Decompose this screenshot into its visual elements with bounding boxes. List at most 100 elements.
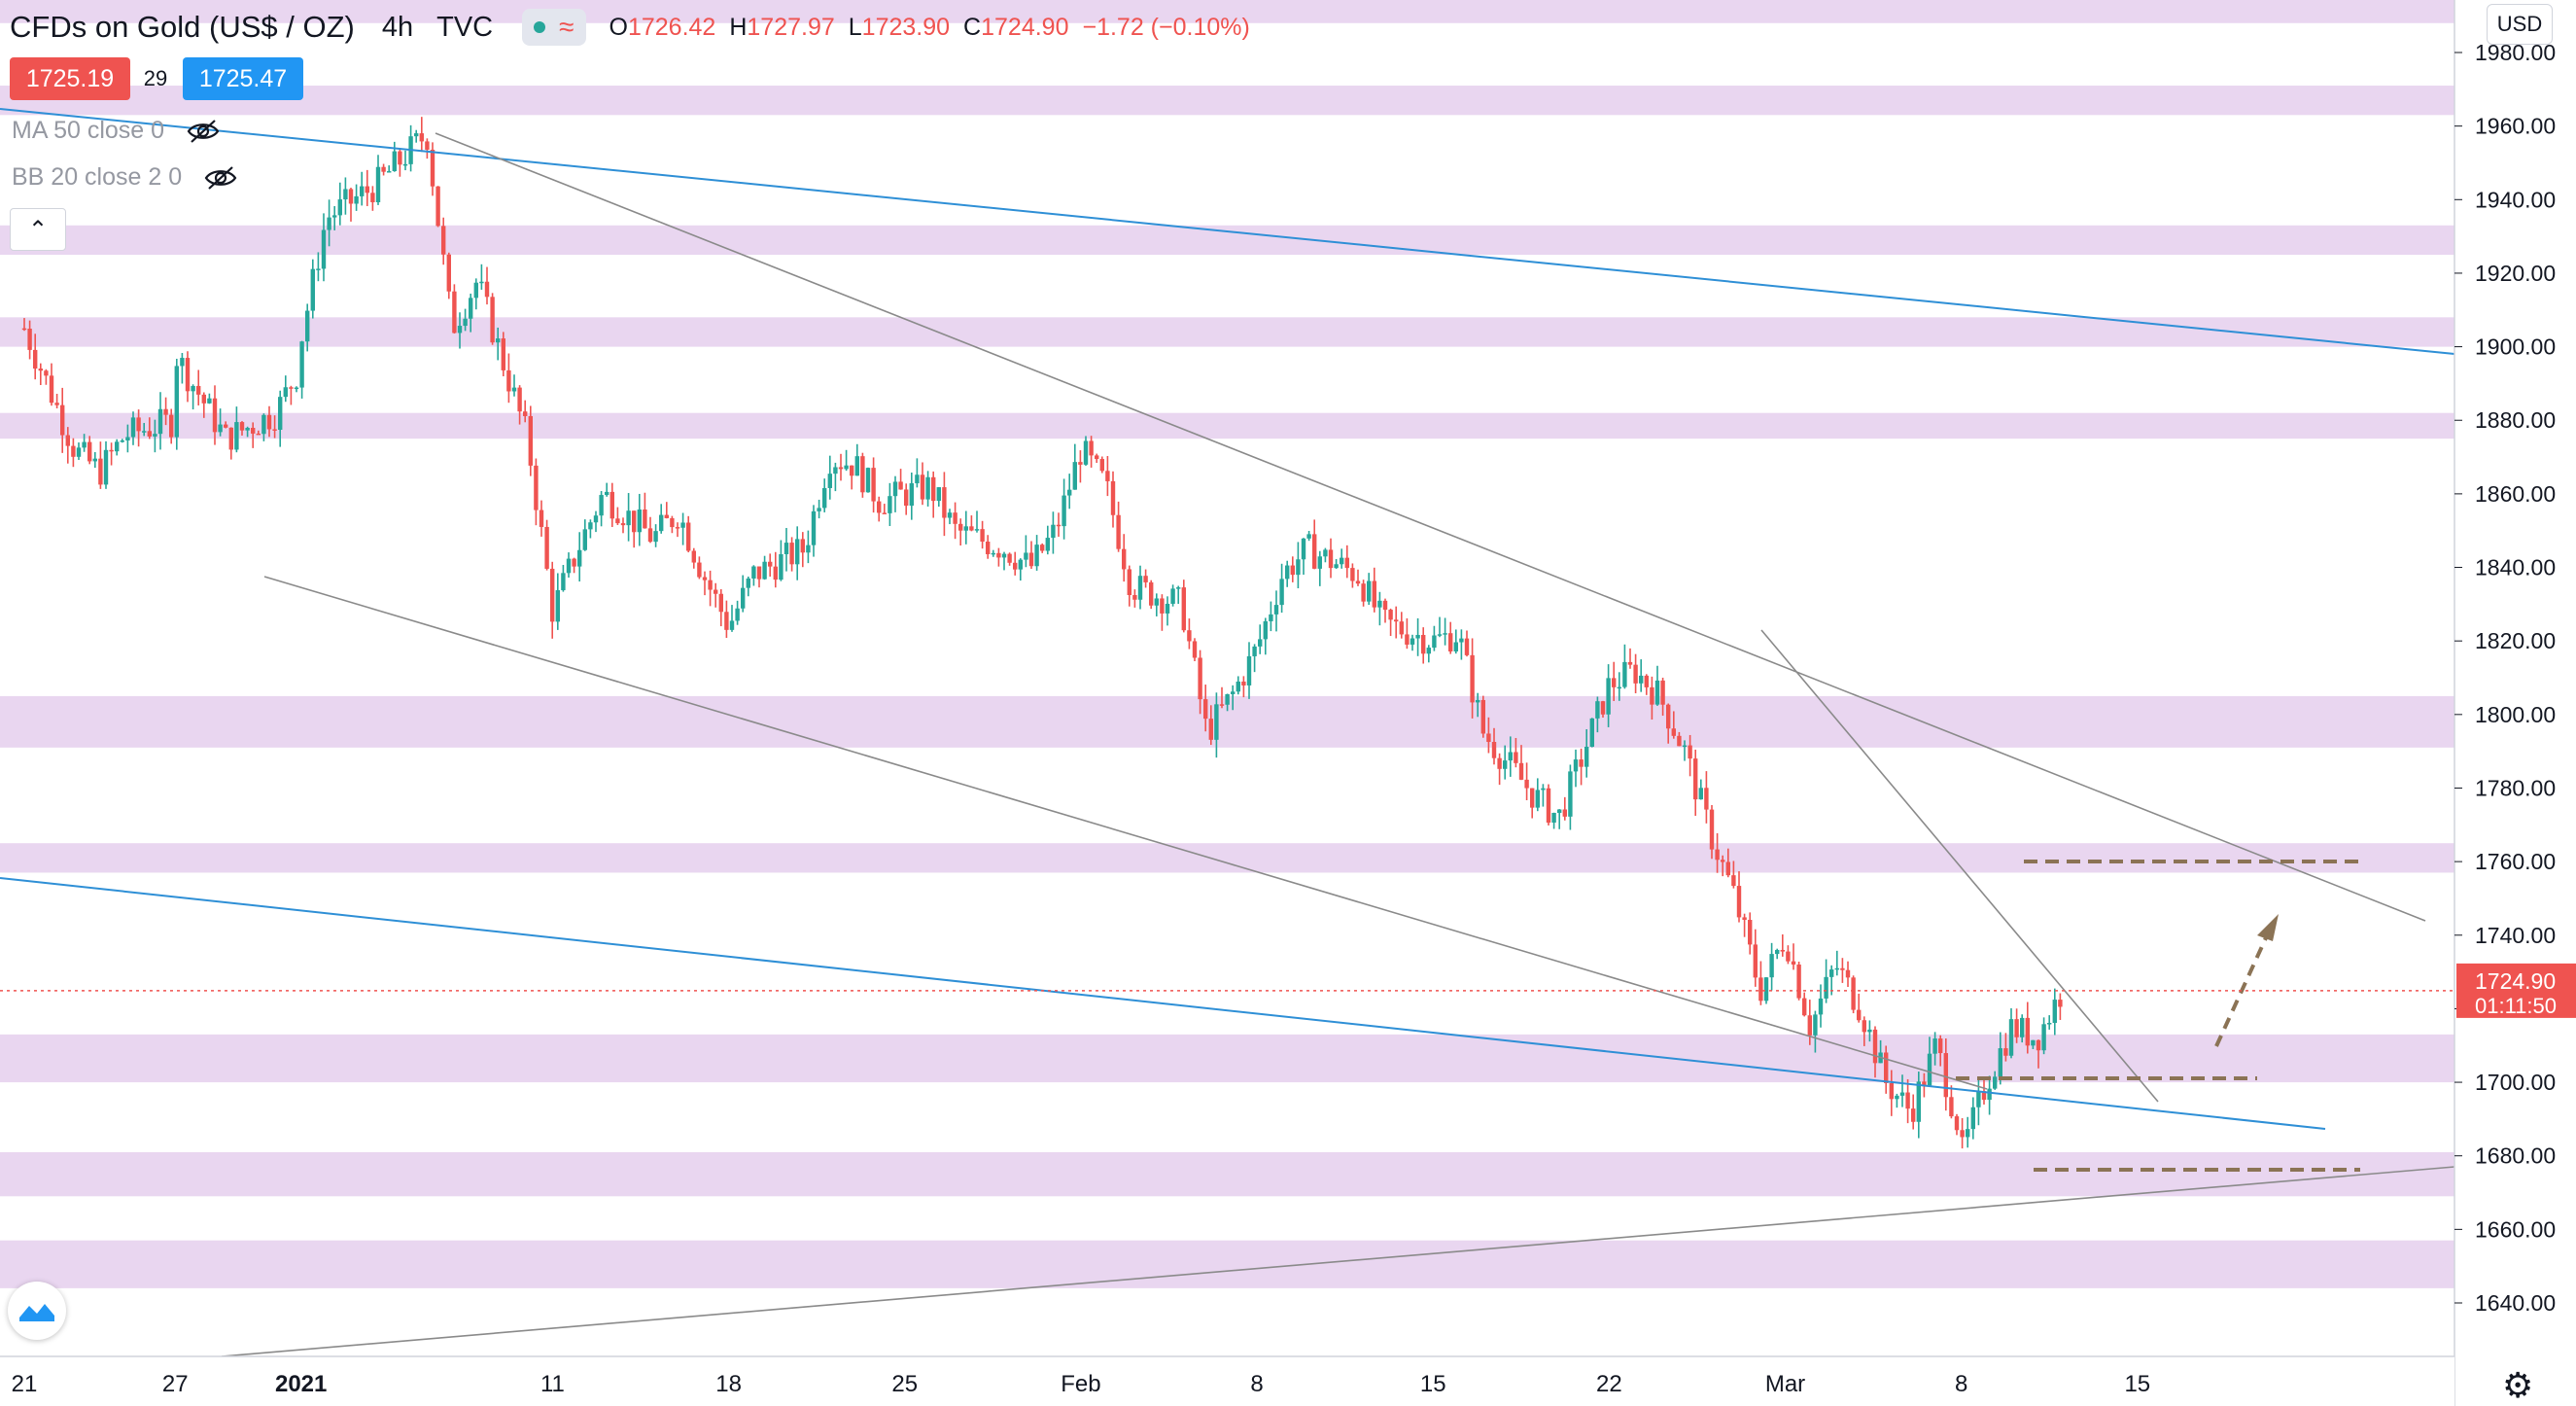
candle-body bbox=[1775, 949, 1780, 955]
candle-body bbox=[1372, 580, 1376, 608]
x-tick-label: 8 bbox=[1955, 1371, 1967, 1397]
candle-body bbox=[708, 580, 713, 590]
candle-body bbox=[1872, 1029, 1878, 1064]
candle-body bbox=[327, 217, 331, 230]
bar-countdown: 01:11:50 bbox=[2475, 994, 2557, 1018]
eye-off-icon[interactable] bbox=[186, 118, 221, 145]
bid-price-button[interactable]: 1725.19 bbox=[10, 57, 130, 100]
candle-body bbox=[1508, 752, 1513, 761]
candle-body bbox=[1367, 580, 1372, 602]
candle-body bbox=[1889, 1082, 1894, 1100]
chart-header: CFDs on Gold (US$ / OZ) 4h TVC ≈ O1726.4… bbox=[10, 6, 1250, 49]
candle-body bbox=[1258, 639, 1263, 647]
candle-body bbox=[789, 543, 794, 565]
y-tick-label: 1960.00 bbox=[2475, 114, 2556, 139]
long-support-line bbox=[221, 1166, 2455, 1357]
candle-body bbox=[1301, 538, 1306, 560]
x-tick-label: 25 bbox=[891, 1371, 918, 1397]
candle-body bbox=[1524, 779, 1529, 789]
candle-body bbox=[1573, 759, 1579, 772]
candle-body bbox=[605, 491, 609, 496]
candle-body bbox=[1208, 719, 1213, 740]
candle-body bbox=[228, 427, 233, 450]
eye-off-icon[interactable] bbox=[203, 164, 238, 192]
candle-body bbox=[2058, 1000, 2063, 1007]
candle-body bbox=[1149, 581, 1154, 606]
candle-body bbox=[496, 338, 501, 343]
candle-body bbox=[838, 467, 844, 470]
candle-body bbox=[974, 529, 980, 531]
candle-body bbox=[1095, 455, 1099, 460]
candle-body bbox=[109, 449, 114, 452]
indicator-bb[interactable]: BB 20 close 2 0 bbox=[12, 163, 238, 192]
candle-body bbox=[414, 133, 419, 137]
currency-button[interactable]: USD bbox=[2487, 4, 2553, 45]
candle-body bbox=[1568, 771, 1573, 817]
ask-price-button[interactable]: 1725.47 bbox=[183, 57, 303, 100]
candle-body bbox=[1176, 587, 1181, 589]
candle-body bbox=[321, 229, 327, 269]
candle-body bbox=[1851, 977, 1856, 1010]
candle-body bbox=[534, 465, 539, 510]
x-tick-label: 11 bbox=[540, 1371, 565, 1397]
indicator-ma-label: MA 50 close 0 bbox=[12, 117, 165, 144]
y-tick-label: 1660.00 bbox=[2475, 1216, 2556, 1242]
candle-body bbox=[539, 510, 544, 527]
candle-body bbox=[811, 510, 817, 545]
candle-body bbox=[1514, 752, 1518, 763]
indicator-bb-label: BB 20 close 2 0 bbox=[12, 163, 183, 191]
last-price-tag bbox=[2456, 963, 2576, 1018]
candle-body bbox=[1051, 524, 1056, 539]
candle-body bbox=[751, 566, 756, 579]
symbol-title[interactable]: CFDs on Gold (US$ / OZ) bbox=[10, 10, 355, 44]
candle-body bbox=[2003, 1048, 2008, 1056]
candle-body bbox=[1225, 693, 1230, 705]
candle-body bbox=[664, 514, 669, 518]
candle-body bbox=[773, 566, 778, 580]
candle-body bbox=[1606, 678, 1611, 715]
candle-body bbox=[795, 539, 800, 565]
candle-body bbox=[2047, 1022, 2052, 1025]
chevron-up-icon: ⌃ bbox=[27, 216, 49, 243]
candle-body bbox=[762, 561, 767, 580]
y-tick-label: 1640.00 bbox=[2475, 1290, 2556, 1316]
price-zone bbox=[0, 1240, 2454, 1288]
indicator-ma[interactable]: MA 50 close 0 bbox=[12, 117, 221, 145]
candle-body bbox=[1105, 471, 1110, 481]
candle-body bbox=[925, 476, 930, 500]
candle-body bbox=[817, 508, 821, 511]
candle-body bbox=[1426, 648, 1431, 654]
candle-body bbox=[87, 441, 92, 462]
candle-body bbox=[147, 431, 152, 437]
y-tick-label: 1920.00 bbox=[2475, 261, 2556, 286]
candle-body bbox=[904, 489, 909, 507]
candle-body bbox=[92, 458, 97, 462]
x-tick-label: 15 bbox=[1420, 1371, 1446, 1397]
timeframe-label[interactable]: 4h bbox=[381, 11, 414, 43]
candle-body bbox=[1748, 920, 1753, 945]
market-open-dot-icon bbox=[534, 21, 546, 33]
price-zone bbox=[0, 0, 2454, 23]
candle-body bbox=[1241, 681, 1246, 685]
candle-body bbox=[1693, 758, 1698, 800]
candle-body bbox=[1932, 1038, 1937, 1054]
candle-body bbox=[1443, 633, 1447, 635]
candle-body bbox=[1535, 790, 1540, 808]
candle-body bbox=[942, 487, 947, 518]
candle-body bbox=[615, 518, 620, 524]
candle-body bbox=[316, 268, 321, 270]
collapse-indicators-button[interactable]: ⌃ bbox=[10, 208, 66, 251]
candle-body bbox=[1862, 1020, 1866, 1033]
candle-body bbox=[1818, 998, 1824, 1015]
candle-body bbox=[898, 481, 903, 490]
tradingview-logo[interactable] bbox=[8, 1282, 66, 1340]
candle-body bbox=[523, 411, 528, 416]
market-status-pill[interactable]: ≈ bbox=[522, 9, 586, 46]
candle-body bbox=[1203, 699, 1208, 720]
candle-body bbox=[256, 433, 261, 436]
x-tick-label: 22 bbox=[1596, 1371, 1622, 1397]
candle-body bbox=[1028, 552, 1034, 567]
settings-gear-icon[interactable]: ⚙ bbox=[2502, 1365, 2534, 1405]
candle-body bbox=[1377, 600, 1382, 608]
